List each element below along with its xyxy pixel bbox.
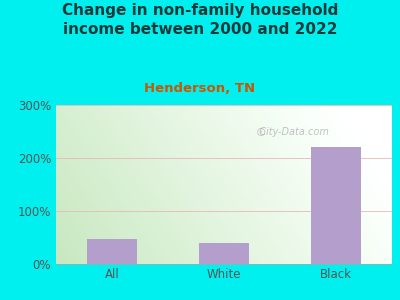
Bar xyxy=(311,147,361,264)
Bar xyxy=(87,239,137,264)
Text: City-Data.com: City-Data.com xyxy=(253,127,329,137)
Bar xyxy=(199,243,249,264)
Text: Henderson, TN: Henderson, TN xyxy=(144,82,256,95)
Text: Change in non-family household
income between 2000 and 2022: Change in non-family household income be… xyxy=(62,3,338,37)
Text: ⊙: ⊙ xyxy=(256,125,266,139)
